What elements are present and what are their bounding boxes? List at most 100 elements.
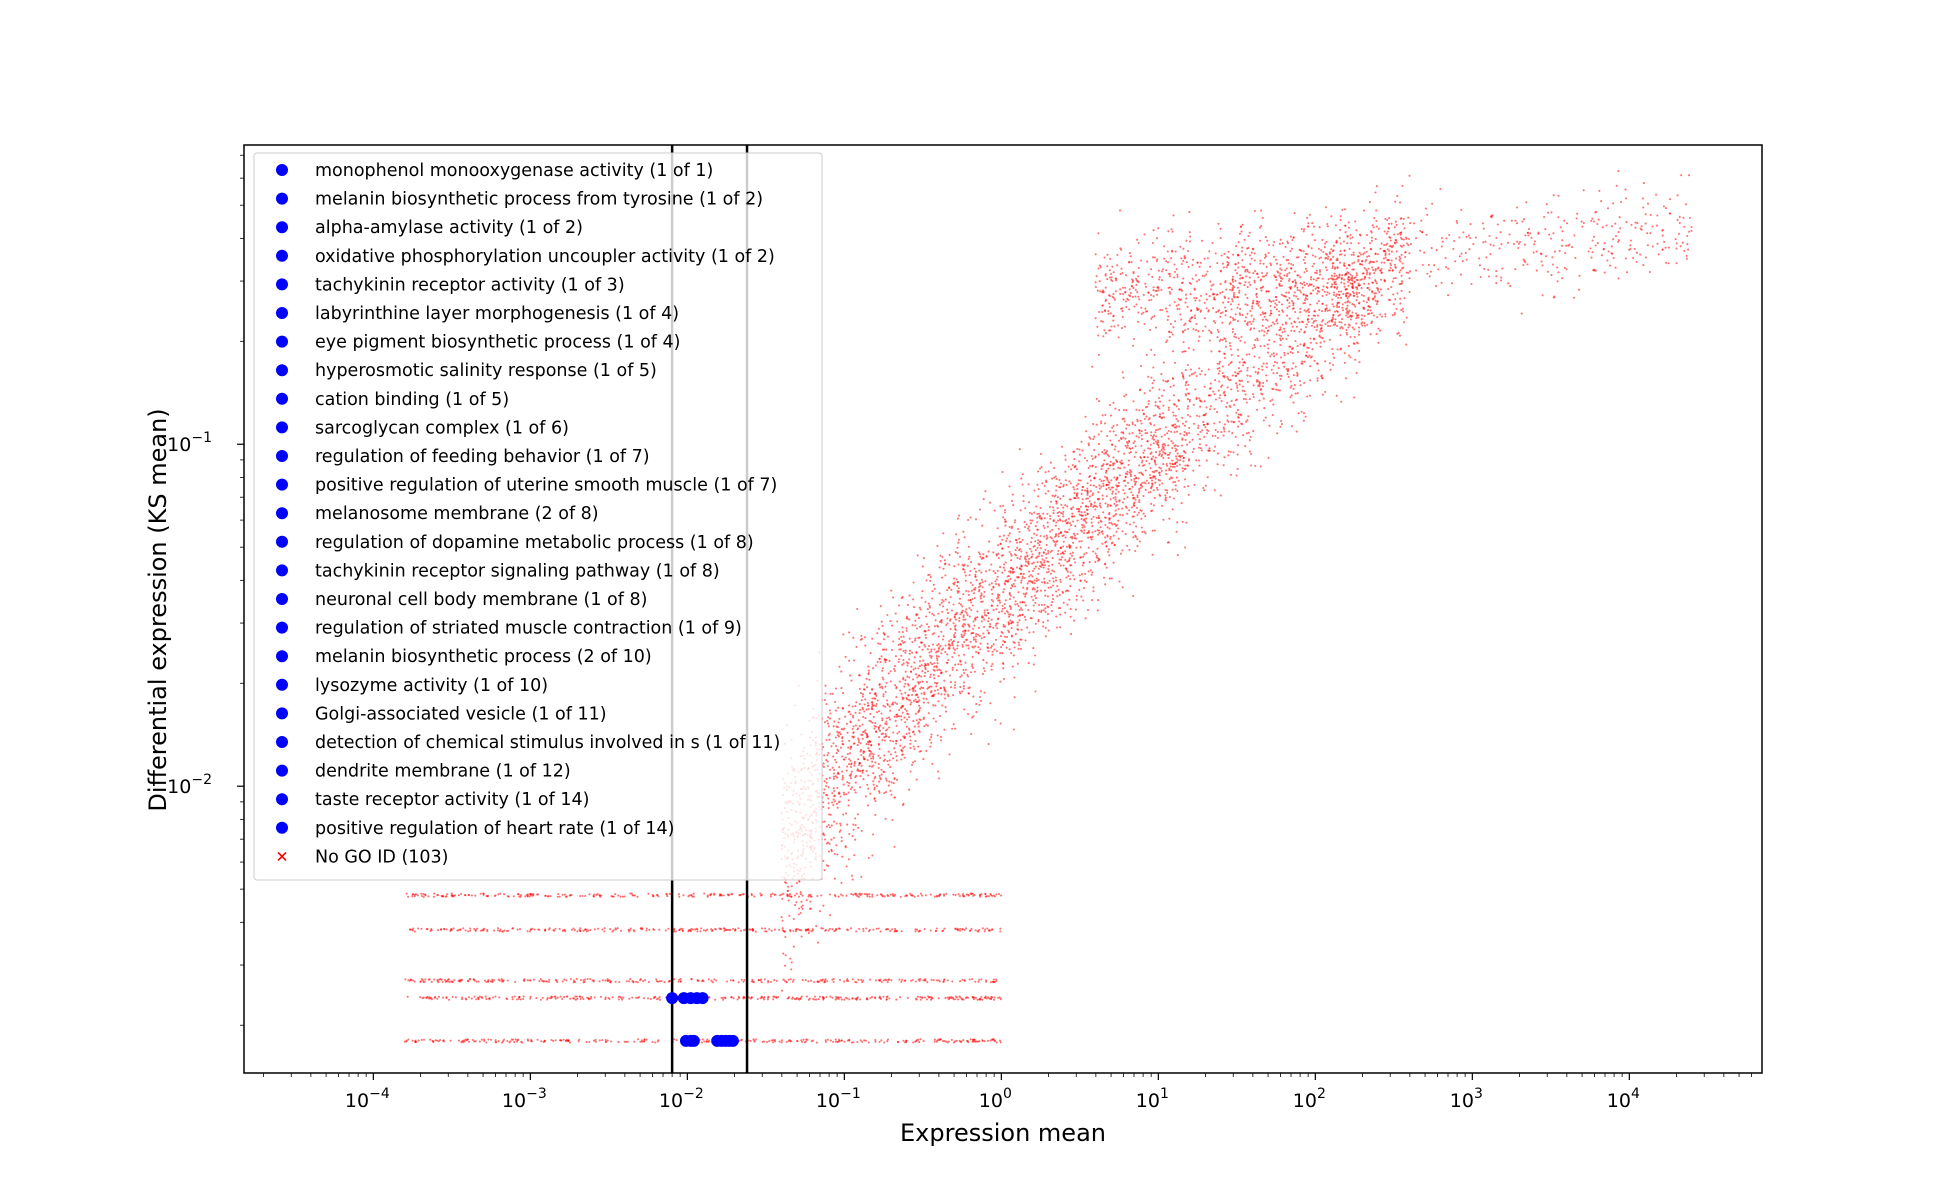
- data-point: [1125, 522, 1128, 525]
- data-point: [844, 846, 847, 849]
- data-point: [1545, 255, 1548, 258]
- data-point: [1353, 280, 1356, 283]
- data-point: [1099, 290, 1102, 293]
- data-point: [1309, 356, 1312, 359]
- data-point: [851, 705, 854, 708]
- data-point: [1249, 283, 1252, 286]
- data-point: [1148, 462, 1151, 465]
- data-point: [889, 670, 892, 673]
- data-point: [1112, 496, 1115, 500]
- data-point: [1170, 288, 1173, 291]
- data-point: [867, 707, 870, 711]
- data-point: [1323, 340, 1326, 343]
- data-point: [929, 675, 932, 679]
- data-point: [770, 980, 773, 984]
- data-point: [1043, 559, 1046, 562]
- data-point: [1184, 329, 1187, 332]
- data-point: [879, 686, 882, 689]
- data-point: [1279, 339, 1282, 342]
- data-point: [1069, 524, 1073, 527]
- data-point: [1098, 280, 1101, 283]
- data-point: [861, 737, 864, 740]
- data-point: [1230, 400, 1233, 403]
- data-point: [1087, 570, 1090, 573]
- data-point: [1182, 375, 1185, 378]
- data-point: [1347, 272, 1350, 275]
- data-point: [1316, 289, 1319, 292]
- data-point: [1302, 258, 1305, 261]
- data-point: [841, 855, 844, 858]
- data-point: [722, 996, 725, 999]
- data-point: [830, 745, 833, 748]
- data-point: [887, 716, 891, 719]
- data-point: [1362, 246, 1366, 250]
- data-point: [1313, 310, 1316, 313]
- data-point: [924, 600, 927, 603]
- data-point: [1535, 269, 1538, 272]
- data-point: [799, 997, 802, 1000]
- data-point: [1553, 250, 1556, 253]
- data-point: [1524, 234, 1527, 237]
- data-point: [1122, 298, 1125, 301]
- data-point: [1001, 547, 1004, 550]
- data-point: [1334, 323, 1337, 326]
- data-point: [1362, 253, 1365, 256]
- data-point: [904, 895, 907, 898]
- data-point: [872, 764, 875, 767]
- data-point: [880, 768, 883, 771]
- data-point: [1074, 561, 1077, 564]
- data-point: [1252, 318, 1255, 321]
- data-point: [1181, 469, 1185, 473]
- data-point: [798, 929, 801, 932]
- data-point: [617, 894, 620, 897]
- data-point: [785, 980, 788, 983]
- data-point: [1350, 253, 1353, 256]
- data-point: [838, 830, 841, 833]
- data-point: [1137, 275, 1140, 278]
- data-point: [1111, 490, 1114, 493]
- data-point: [888, 718, 891, 721]
- data-point: [1447, 294, 1450, 297]
- data-point: [912, 699, 916, 702]
- data-point: [1059, 552, 1062, 555]
- data-point: [934, 619, 937, 622]
- data-point: [875, 702, 878, 706]
- data-point: [1172, 394, 1175, 397]
- data-point: [1177, 297, 1180, 300]
- data-point: [1075, 494, 1078, 497]
- data-point: [1290, 247, 1294, 250]
- data-point: [781, 927, 784, 930]
- data-point: [477, 980, 480, 983]
- data-point: [1272, 364, 1275, 367]
- data-point: [1019, 509, 1022, 512]
- data-point: [1312, 285, 1315, 288]
- data-point: [823, 981, 827, 984]
- data-point: [846, 823, 849, 826]
- data-point: [1171, 377, 1174, 380]
- data-point: [1368, 262, 1371, 265]
- data-point: [1256, 379, 1259, 382]
- data-point: [590, 995, 593, 998]
- data-point: [1047, 549, 1050, 553]
- data-point: [1236, 409, 1239, 412]
- data-point: [1123, 452, 1126, 455]
- data-point: [581, 894, 584, 898]
- data-point: [1302, 412, 1306, 415]
- data-point: [1116, 476, 1119, 479]
- data-point: [1242, 434, 1245, 437]
- data-point: [1355, 291, 1358, 294]
- data-point: [1328, 338, 1331, 341]
- data-point: [533, 928, 536, 931]
- data-point: [799, 891, 802, 894]
- data-point: [1238, 420, 1241, 423]
- data-point: [1316, 324, 1319, 327]
- data-point: [974, 638, 977, 641]
- data-point: [883, 739, 887, 742]
- data-point: [1144, 488, 1147, 491]
- data-point: [954, 631, 957, 635]
- data-point: [1036, 586, 1039, 589]
- data-point: [1322, 285, 1325, 288]
- data-point: [1226, 414, 1229, 417]
- data-point: [1288, 345, 1291, 348]
- data-point: [1057, 549, 1060, 552]
